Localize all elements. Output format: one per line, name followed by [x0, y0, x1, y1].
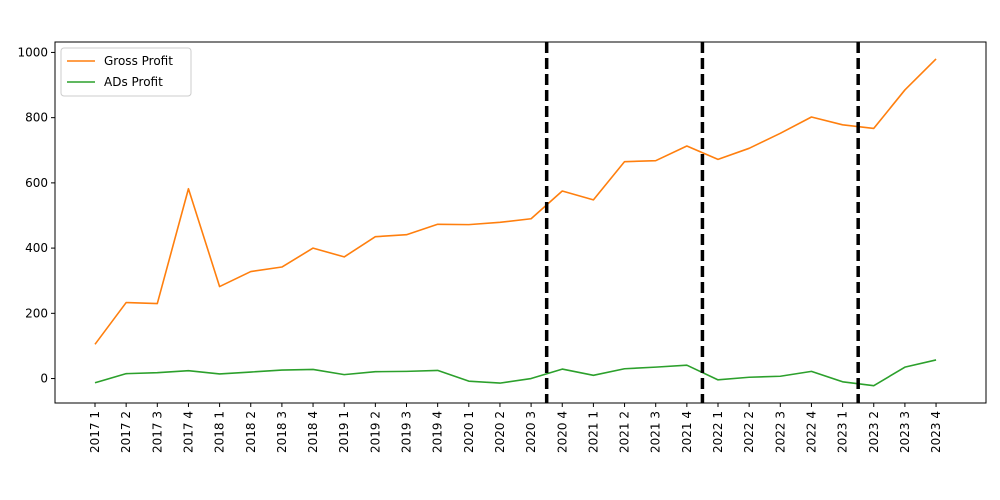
x-tick-label: 2018 2 — [244, 411, 258, 453]
axes: 0 200 400 600 800 1000 2017 1 2017 2 2017 3 2017 … — [17, 41, 987, 453]
x-tick-label: 2020 3 — [524, 411, 538, 453]
y-tick-label: 800 — [25, 111, 48, 125]
x-tick-label: 2019 4 — [431, 411, 445, 453]
series-line-0 — [94, 58, 937, 345]
y-tick-label: 0 — [40, 372, 48, 386]
x-tick-label: 2020 4 — [555, 411, 569, 453]
x-tick-label: 2022 3 — [773, 411, 787, 453]
legend: Gross Profit ADs Profit — [60, 47, 192, 97]
legend-label-1: ADs Profit — [104, 75, 163, 89]
x-tick-label: 2019 3 — [400, 411, 414, 453]
x-tick-label: 2018 1 — [213, 411, 227, 453]
x-tick-label: 2017 2 — [119, 411, 133, 453]
y-tick-label: 600 — [25, 176, 48, 190]
x-tick-label: 2023 2 — [867, 411, 881, 453]
legend-label-0: Gross Profit — [104, 54, 173, 68]
x-tick-label: 2018 4 — [306, 411, 320, 453]
y-tick-label: 1000 — [17, 45, 48, 59]
x-tick-label: 2022 4 — [804, 411, 818, 453]
x-tick-label: 2017 1 — [88, 411, 102, 453]
plot-area — [94, 42, 937, 403]
x-tick-label: 2022 2 — [742, 411, 756, 453]
x-tick-label: 2017 4 — [181, 411, 195, 453]
x-tick-label: 2020 1 — [462, 411, 476, 453]
legend-box — [60, 47, 192, 97]
x-tick-label: 2022 1 — [711, 411, 725, 453]
series-line-1 — [94, 359, 937, 387]
axes-frame — [54, 41, 987, 404]
x-tick-label: 2019 2 — [368, 411, 382, 453]
x-tick-label: 2021 2 — [618, 411, 632, 453]
y-tick-label: 400 — [25, 241, 48, 255]
x-tick-label: 2023 4 — [929, 411, 943, 453]
x-tick-label: 2019 1 — [337, 411, 351, 453]
x-tick-label: 2021 4 — [680, 411, 694, 453]
y-tick-label: 200 — [25, 306, 48, 320]
x-tick-label: 2021 3 — [649, 411, 663, 453]
x-tick-label: 2020 2 — [493, 411, 507, 453]
x-tick-label: 2017 3 — [150, 411, 164, 453]
x-tick-label: 2023 1 — [836, 411, 850, 453]
x-tick-label: 2023 3 — [898, 411, 912, 453]
x-tick-label: 2021 1 — [586, 411, 600, 453]
x-tick-label: 2018 3 — [275, 411, 289, 453]
